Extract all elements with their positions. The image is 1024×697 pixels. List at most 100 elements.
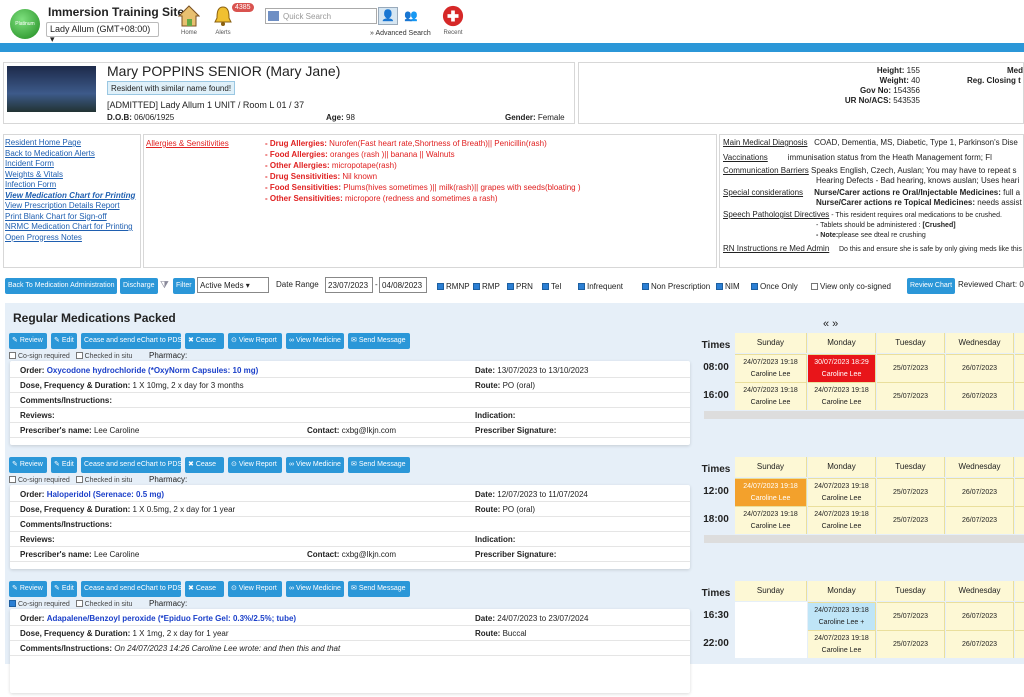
link-incident-form[interactable]: Incident Form (5, 159, 54, 168)
link-weights-vitals[interactable]: Weights & Vitals (5, 169, 63, 179)
admission-info: [ADMITTED] Lady Allum 1 UNIT / Room L 01… (107, 100, 305, 110)
action-0-button[interactable]: ✎ Review (9, 457, 47, 473)
link-med-chart-printing[interactable]: View Medication Chart for Printing (5, 190, 136, 200)
action-1-button[interactable]: ✎ Edit (51, 457, 77, 473)
option-non-prescription[interactable]: Non Prescription (642, 282, 710, 291)
schedule-cell[interactable]: 24/07/2023 19:18 Caroline Lee (735, 506, 807, 534)
action-2-button[interactable]: Cease and send eChart to PDS (81, 457, 182, 473)
schedule-cell[interactable]: 24/07/2023 19:18 Caroline Lee (735, 382, 807, 410)
situ-checkbox[interactable] (75, 600, 83, 607)
schedule-cell[interactable]: 26/07/2023 (946, 506, 1014, 534)
home-button[interactable]: Home (177, 4, 201, 36)
cosign-checkbox[interactable] (9, 600, 16, 607)
action-3-button[interactable]: ✖ Cease (185, 457, 224, 473)
action-5-button[interactable]: ∞ View Medicine (286, 333, 344, 349)
schedule-cell[interactable]: 26/07/2023 (946, 602, 1014, 630)
schedule-cell[interactable]: 25/07/2023 (877, 602, 945, 630)
review-chart-button[interactable]: Review Chart (907, 278, 956, 294)
option-infrequent[interactable]: Infrequent (578, 282, 623, 291)
action-2-button[interactable]: Cease and send eChart to PDS (81, 581, 182, 597)
schedule-cell[interactable]: 25/07/2023 (877, 382, 945, 410)
cosign-checkbox[interactable] (9, 352, 16, 359)
date-from-input[interactable]: 23/07/2023 (325, 277, 373, 293)
action-2-button[interactable]: Cease and send eChart to PDS (81, 333, 182, 349)
action-5-button[interactable]: ∞ View Medicine (286, 457, 344, 473)
group-button[interactable]: 👥 (401, 7, 421, 25)
action-6-button[interactable]: ✉ Send Message (348, 333, 410, 349)
option-nim[interactable]: NIM (716, 282, 740, 291)
recent-button[interactable]: Recent (442, 4, 464, 36)
option-cosigned[interactable]: View only co-signed (811, 282, 891, 291)
schedule-cell[interactable]: 26/07/2023 (946, 354, 1014, 382)
action-1-button[interactable]: ✎ Edit (51, 581, 77, 597)
week-nav[interactable]: « » (823, 318, 839, 330)
schedule-cell[interactable]: 24/07/2023 19:18 Caroline Lee (735, 354, 807, 382)
schedule-cell[interactable] (735, 602, 807, 630)
allergies-title[interactable]: Allergies & Sensitivities (146, 139, 229, 148)
option-once-only[interactable]: Once Only (751, 282, 798, 291)
horizontal-scrollbar[interactable] (704, 535, 1024, 543)
detail-row: Reviews: Indication: (10, 533, 690, 547)
discharge-button[interactable]: Discharge (120, 278, 158, 294)
link-prescription-report[interactable]: View Prescription Details Report (5, 201, 120, 210)
link-blank-chart[interactable]: Print Blank Chart for Sign-off (5, 211, 107, 221)
action-0-button[interactable]: ✎ Review (9, 333, 47, 349)
action-0-button[interactable]: ✎ Review (9, 581, 47, 597)
action-1-button[interactable]: ✎ Edit (51, 333, 77, 349)
link-medication-alerts[interactable]: Back to Medication Alerts (5, 148, 95, 158)
timezone-select[interactable]: Lady Allum (GMT+08:00) ▾ (46, 22, 159, 44)
filter-button[interactable]: Filter (173, 278, 195, 294)
link-nrmc-chart[interactable]: NRMC Medication Chart for Printing (5, 222, 133, 231)
situ-checkbox[interactable] (75, 352, 83, 359)
quick-search-input[interactable]: Quick Search (265, 8, 377, 24)
person-button[interactable]: 👤 (378, 7, 398, 25)
schedule-cell[interactable]: 24/07/2023 19:18 Caroline Lee (808, 382, 876, 410)
link-progress-notes[interactable]: Open Progress Notes (5, 232, 82, 242)
advanced-search-link[interactable]: » Advanced Search (370, 30, 431, 37)
schedule-cell[interactable]: 24/07/2023 19:18 Caroline Lee (808, 630, 876, 658)
horizontal-scrollbar[interactable] (704, 411, 1024, 419)
action-3-button[interactable]: ✖ Cease (185, 581, 224, 597)
diagnosis-info: Main Medical Diagnosis COAD, Dementia, M… (723, 138, 1022, 253)
day-header: Wednesday (946, 333, 1014, 353)
cosign-checkbox[interactable] (9, 476, 16, 483)
schedule-cell[interactable]: 30/07/2023 18:29 Caroline Lee (808, 354, 876, 382)
schedule-cell[interactable]: 24/07/2023 19:18 Caroline Lee (808, 478, 876, 506)
action-icon: ✉ (351, 585, 359, 592)
back-to-admin-button[interactable]: Back To Medication Administration (5, 278, 118, 294)
schedule-cell[interactable]: 24/07/2023 19:18 Caroline Lee (808, 506, 876, 534)
option-prn[interactable]: PRN (507, 282, 533, 291)
alerts-button[interactable]: 4385 Alerts (212, 3, 254, 36)
schedule-cell[interactable]: 25/07/2023 (877, 630, 945, 658)
schedule-cell[interactable]: 24/07/2023 19:18 Caroline Lee (735, 478, 807, 506)
schedule-cell[interactable]: 26/07/2023 (946, 478, 1014, 506)
schedule-cell[interactable]: 25/07/2023 (877, 478, 945, 506)
action-3-button[interactable]: ✖ Cease (185, 333, 224, 349)
schedule-cell[interactable] (735, 630, 807, 658)
link-resident-home[interactable]: Resident Home Page (5, 138, 82, 147)
status-select[interactable]: Active Meds ▾ (197, 277, 269, 293)
action-4-button[interactable]: ⊙ View Report (228, 457, 282, 473)
action-4-button[interactable]: ⊙ View Report (228, 581, 282, 597)
option-rmp[interactable]: RMP (473, 282, 500, 291)
day-header: Sunday (735, 457, 807, 477)
similar-name-button[interactable]: Resident with similar name found! (107, 81, 236, 95)
action-icon: ⊙ (231, 337, 239, 344)
schedule-cell[interactable]: 24/07/2023 19:18 Caroline Lee + (808, 602, 876, 630)
situ-checkbox[interactable] (75, 476, 83, 483)
day-header: Monday (808, 457, 876, 477)
action-4-button[interactable]: ⊙ View Report (228, 333, 282, 349)
schedule-cell[interactable]: 26/07/2023 (946, 382, 1014, 410)
schedule-cell[interactable]: 25/07/2023 (877, 354, 945, 382)
option-tel[interactable]: Tel (542, 282, 561, 291)
action-6-button[interactable]: ✉ Send Message (348, 457, 410, 473)
schedule-cell[interactable]: 25/07/2023 (877, 506, 945, 534)
link-infection-form[interactable]: Infection Form (5, 180, 57, 189)
option-rmnp[interactable]: RMNP (437, 282, 470, 291)
action-6-button[interactable]: ✉ Send Message (348, 581, 410, 597)
filter-icon: ⧩ (160, 280, 169, 291)
schedule-cell[interactable]: 26/07/2023 (946, 630, 1014, 658)
date-to-input[interactable]: 04/08/2023 (379, 277, 427, 293)
age-value: 98 (346, 113, 355, 122)
action-5-button[interactable]: ∞ View Medicine (286, 581, 344, 597)
